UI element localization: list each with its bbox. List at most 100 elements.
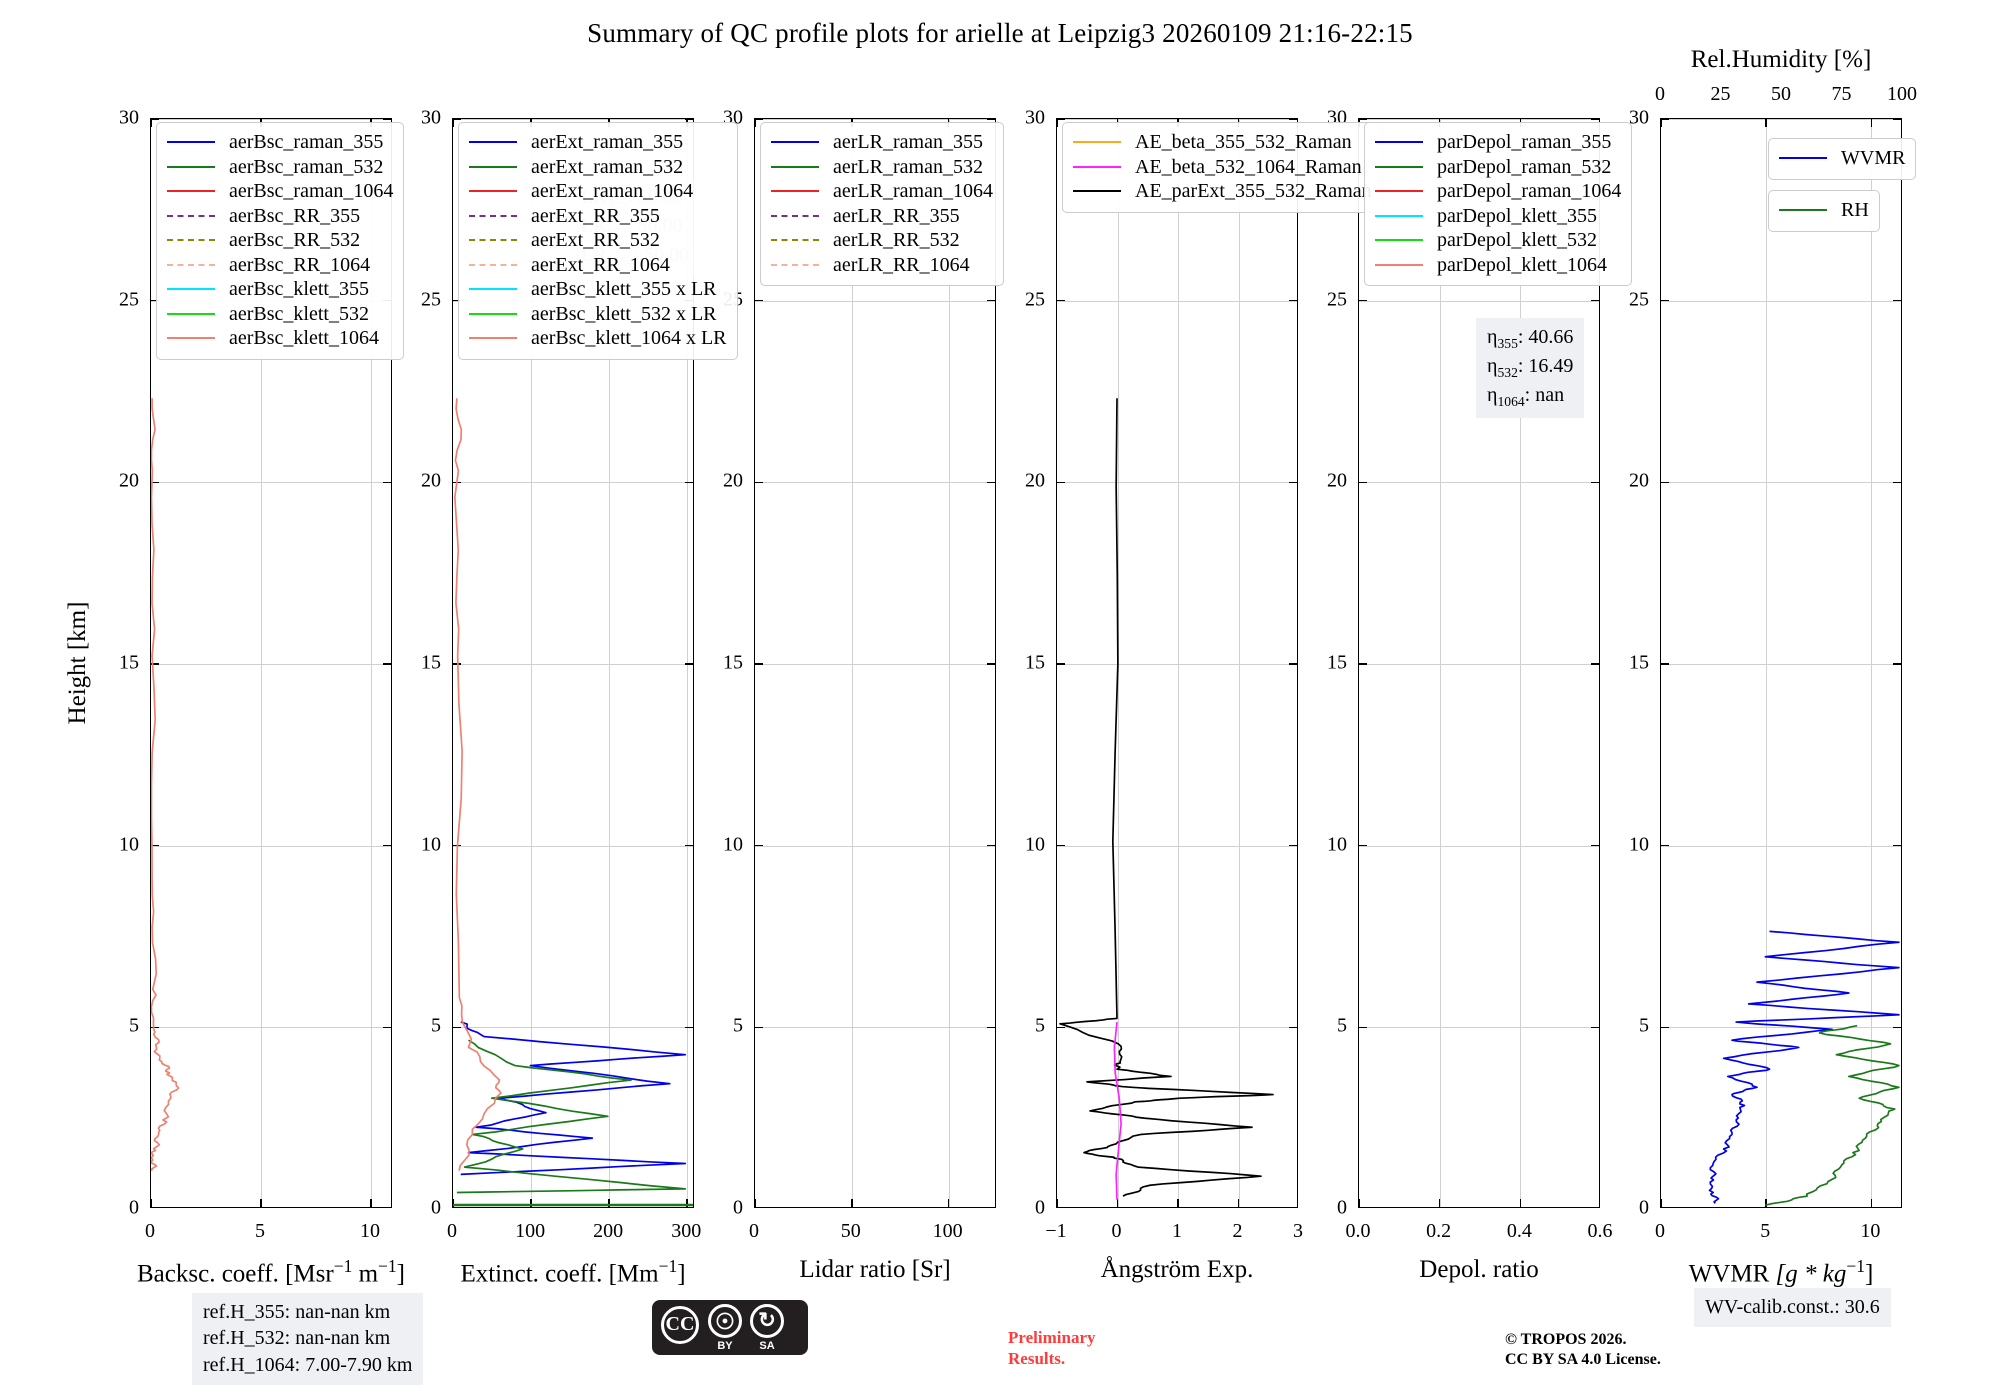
y-tick-mark xyxy=(755,119,763,120)
legend-lidar-ratio[interactable]: aerLR_raman_355 aerLR_raman_532 aerLR_rama… xyxy=(760,122,1004,286)
legend-item[interactable]: aerBsc_RR_1064 xyxy=(167,253,393,278)
legend-item[interactable]: AE_beta_355_532_Raman xyxy=(1073,130,1372,155)
y-tick-label: 0 xyxy=(1035,1196,1045,1219)
legend-label: aerBsc_klett_532 xyxy=(229,302,369,325)
x-tick-label: 5 xyxy=(255,1220,265,1242)
legend-item[interactable]: aerLR_raman_1064 xyxy=(771,179,993,204)
legend-item[interactable]: aerExt_raman_532 xyxy=(469,155,727,180)
y-tick-mark xyxy=(1359,663,1367,665)
legend-item[interactable]: aerExt_RR_355 xyxy=(469,204,727,229)
legend-color-swatch xyxy=(469,288,517,291)
legend-angstrom[interactable]: AE_beta_355_532_Raman AE_beta_532_1064_Ra… xyxy=(1062,122,1383,213)
legend-item[interactable]: parDepol_raman_532 xyxy=(1375,155,1621,180)
y-tick-label: 20 xyxy=(1629,469,1649,492)
legend-item[interactable]: aerLR_RR_1064 xyxy=(771,253,993,278)
legend-wvmr[interactable]: WVMR xyxy=(1768,138,1917,180)
series-line xyxy=(151,398,180,1172)
legend-item[interactable]: aerBsc_raman_532 xyxy=(167,155,393,180)
y-tick-label: 15 xyxy=(1629,651,1649,674)
legend-item[interactable]: aerLR_raman_355 xyxy=(771,130,993,155)
y-tick-label: 20 xyxy=(1025,469,1045,492)
legend-item[interactable]: aerLR_RR_355 xyxy=(771,204,993,229)
legend-item[interactable]: aerBsc_raman_1064 xyxy=(167,179,393,204)
y-tick-label: 30 xyxy=(119,106,139,129)
legend-color-swatch xyxy=(1779,157,1827,160)
legend-item[interactable]: aerBsc_RR_355 xyxy=(167,204,393,229)
gridline-vertical xyxy=(851,119,853,1207)
y-tick-mark xyxy=(1057,119,1065,120)
gridline-horizontal xyxy=(1661,119,1901,120)
legend-color-swatch xyxy=(167,239,215,242)
y-tick-label: 0 xyxy=(431,1196,441,1219)
x-tick-mark xyxy=(755,119,756,127)
legend-item[interactable]: aerExt_raman_1064 xyxy=(469,179,727,204)
legend-item[interactable]: AE_parExt_355_532_Raman xyxy=(1073,179,1372,204)
y-tick-mark xyxy=(1289,119,1297,120)
y-tick-mark xyxy=(151,844,159,847)
x-tick-mark xyxy=(755,1199,756,1207)
y-tick-label: 15 xyxy=(421,651,441,674)
legend-label: parDepol_klett_1064 xyxy=(1437,253,1607,276)
legend-item[interactable]: aerExt_RR_532 xyxy=(469,228,727,253)
gridline-horizontal xyxy=(1661,1027,1901,1029)
y-tick-mark xyxy=(755,844,763,847)
legend-color-swatch xyxy=(771,239,819,242)
x-tick-mark xyxy=(1661,1199,1662,1207)
gridline-horizontal xyxy=(1057,119,1297,120)
legend-label: parDepol_raman_1064 xyxy=(1437,180,1622,203)
gridline-horizontal xyxy=(1057,845,1297,847)
legend-item[interactable]: parDepol_klett_1064 xyxy=(1375,253,1621,278)
y-tick-label: 5 xyxy=(1337,1014,1347,1037)
legend-item[interactable]: parDepol_klett_355 xyxy=(1375,204,1621,229)
legend-item[interactable]: aerBsc_klett_1064 xyxy=(167,326,393,351)
y-tick-mark xyxy=(1289,299,1297,302)
y-tick-mark xyxy=(1057,481,1065,484)
y-tick-mark xyxy=(987,663,995,665)
x-tick-label: 0 xyxy=(1111,1220,1122,1242)
creative-commons-badge: CC ☉ ↻ BY SA xyxy=(652,1300,808,1355)
gridline-horizontal xyxy=(1359,119,1599,120)
y-tick-label: 25 xyxy=(1629,288,1649,311)
legend-item[interactable]: aerLR_raman_532 xyxy=(771,155,993,180)
gridline-horizontal xyxy=(151,482,391,484)
legend-item[interactable]: aerBsc_klett_355 xyxy=(167,277,393,302)
legend-item[interactable]: aerLR_RR_532 xyxy=(771,228,993,253)
legend-item[interactable]: aerBsc_raman_355 xyxy=(167,130,393,155)
x-tick-label: 50 xyxy=(840,1220,861,1242)
legend-depolarization[interactable]: parDepol_raman_355 parDepol_raman_532 parD… xyxy=(1364,122,1633,286)
legend-item[interactable]: RH xyxy=(1779,198,1869,223)
top-x-tick-label: 50 xyxy=(1771,83,1791,105)
legend-item[interactable]: parDepol_klett_532 xyxy=(1375,228,1621,253)
legend-item[interactable]: parDepol_raman_355 xyxy=(1375,130,1621,155)
legend-rh[interactable]: RH xyxy=(1768,190,1880,232)
legend-label: aerBsc_klett_1064 xyxy=(229,327,379,350)
legend-extinction[interactable]: aerExt_raman_355 aerExt_raman_532 aerExt_r… xyxy=(458,122,738,360)
x-axis-title: Backsc. coeff. [Msr−1 m−1] xyxy=(137,1256,405,1288)
legend-backscatter[interactable]: aerBsc_raman_355 aerBsc_raman_532 aerBsc_r… xyxy=(156,122,405,360)
gridline-horizontal xyxy=(1359,482,1599,484)
legend-label: aerBsc_raman_355 xyxy=(229,131,384,154)
legend-item[interactable]: parDepol_raman_1064 xyxy=(1375,179,1621,204)
legend-label: aerExt_RR_355 xyxy=(531,204,660,227)
legend-item[interactable]: aerBsc_klett_355 x LR xyxy=(469,277,727,302)
legend-color-swatch xyxy=(469,312,517,315)
series-line xyxy=(1765,1024,1900,1207)
y-tick-mark xyxy=(383,1026,391,1029)
legend-color-swatch xyxy=(469,337,517,340)
y-tick-mark xyxy=(383,119,391,120)
legend-item[interactable]: WVMR xyxy=(1779,146,1905,171)
legend-item[interactable]: aerExt_raman_355 xyxy=(469,130,727,155)
data-curves-angstrom xyxy=(1059,398,1274,1200)
legend-item[interactable]: aerBsc_RR_532 xyxy=(167,228,393,253)
legend-label: aerBsc_RR_532 xyxy=(229,229,361,252)
x-tick-label: 1 xyxy=(1172,1220,1182,1242)
legend-item[interactable]: aerBsc_klett_1064 x LR xyxy=(469,326,727,351)
x-tick-label: 3 xyxy=(1293,1220,1303,1242)
x-tick-label: 0.2 xyxy=(1426,1220,1452,1242)
legend-item[interactable]: aerBsc_klett_532 x LR xyxy=(469,302,727,327)
legend-item[interactable]: aerExt_RR_1064 xyxy=(469,253,727,278)
y-tick-mark xyxy=(1359,481,1367,484)
x-tick-mark xyxy=(1116,1199,1119,1207)
legend-item[interactable]: AE_beta_532_1064_Raman xyxy=(1073,155,1372,180)
legend-item[interactable]: aerBsc_klett_532 xyxy=(167,302,393,327)
